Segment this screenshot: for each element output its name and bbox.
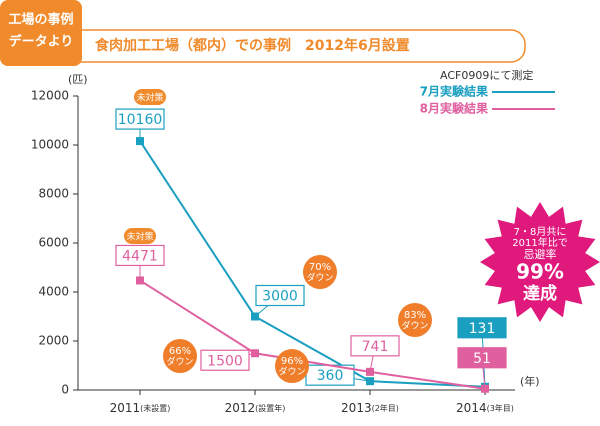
badge <box>0 0 82 66</box>
legend-note: ACF0909にて測定 <box>440 68 533 82</box>
y-tick-label: 2000 <box>38 334 69 348</box>
drop-pct: 70% <box>309 262 331 273</box>
value-label: 131 <box>469 321 496 337</box>
badge-text: データより <box>9 34 74 50</box>
series-line <box>139 140 486 388</box>
value-label-box <box>350 335 400 357</box>
legend-label: 8月実験結果 <box>420 101 488 116</box>
drop-text: ダウン <box>278 366 305 378</box>
burst-text: 99% <box>516 260 564 284</box>
category: 2011 <box>110 401 141 415</box>
category: 2012 <box>225 401 256 415</box>
point <box>136 137 144 146</box>
category: 2014 <box>456 401 487 415</box>
value-label-box <box>255 284 305 307</box>
drop-pct: 66% <box>169 346 191 357</box>
y-tick-label: 0 <box>61 383 69 397</box>
badge-text: 工場の事例 <box>8 12 73 28</box>
value-label: 10160 <box>118 112 163 128</box>
value-label-box <box>115 244 165 267</box>
category-note: (2年目) <box>372 403 399 413</box>
category-note: (設置年) <box>255 403 285 413</box>
burst-text: 忌避率 <box>524 247 557 261</box>
value-label-box <box>457 347 507 369</box>
x-unit: (年) <box>520 374 540 388</box>
legend-label: 7月実験結果 <box>420 84 488 99</box>
note-bubble <box>134 89 166 105</box>
point <box>481 384 489 393</box>
x-tick-label: 2013(2年目) <box>341 401 399 415</box>
value-label: 1500 <box>207 353 243 369</box>
value-label: 360 <box>317 368 344 384</box>
series-line <box>139 279 486 390</box>
point <box>251 349 259 358</box>
category-note: (未設置) <box>140 403 170 413</box>
drop-text: ダウン <box>166 356 193 368</box>
category: 2013 <box>341 401 372 415</box>
drop-text: ダウン <box>401 320 428 332</box>
point <box>366 377 374 386</box>
burst-text: 達成 <box>523 283 557 304</box>
category-note: (3年目) <box>487 403 514 413</box>
note-bubble <box>124 228 156 244</box>
value-label: 4471 <box>122 248 158 264</box>
burst-text: 7・8月共に <box>514 226 567 238</box>
drop-text: ダウン <box>306 272 333 284</box>
y-tick-label: 12000 <box>31 89 69 103</box>
starburst <box>480 202 600 322</box>
y-tick-label: 10000 <box>31 138 69 152</box>
value-label-box <box>457 317 507 339</box>
drop-pct: 83% <box>404 310 426 321</box>
note: 未対策 <box>126 231 153 243</box>
drop-circle <box>163 339 197 373</box>
value-label-box <box>200 349 250 371</box>
y-tick-label: 8000 <box>38 187 69 201</box>
value-label: 3000 <box>262 289 298 305</box>
x-tick-label: 2012(設置年) <box>225 401 286 415</box>
y-unit: (匹) <box>68 73 88 86</box>
y-tick-label: 6000 <box>38 236 69 250</box>
value-label: 741 <box>362 339 389 355</box>
chart-title: 食肉加工工場（都内）での事例 2012年6月設置 <box>95 37 410 54</box>
y-tick-label: 4000 <box>38 285 69 299</box>
value-label: 51 <box>473 351 491 367</box>
burst-text: 2011年比で <box>512 236 567 249</box>
drop-circle <box>303 255 337 289</box>
x-tick-label: 2014(3年目) <box>456 401 514 415</box>
drop-circle <box>398 303 432 337</box>
note: 未対策 <box>136 92 163 104</box>
x-tick-label: 2011(未設置) <box>110 401 171 415</box>
point <box>366 367 374 376</box>
point <box>251 312 259 321</box>
drop-pct: 96% <box>281 356 303 367</box>
value-label-box <box>115 108 165 130</box>
drop-circle <box>275 349 309 383</box>
point <box>136 276 144 285</box>
